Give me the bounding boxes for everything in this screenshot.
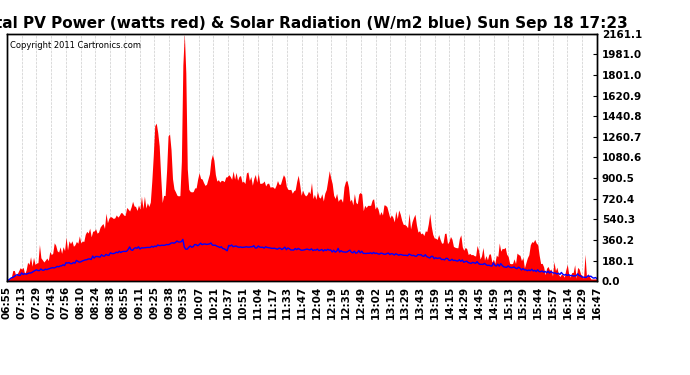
Text: Copyright 2011 Cartronics.com: Copyright 2011 Cartronics.com bbox=[10, 41, 141, 50]
Title: Total PV Power (watts red) & Solar Radiation (W/m2 blue) Sun Sep 18 17:23: Total PV Power (watts red) & Solar Radia… bbox=[0, 16, 628, 31]
